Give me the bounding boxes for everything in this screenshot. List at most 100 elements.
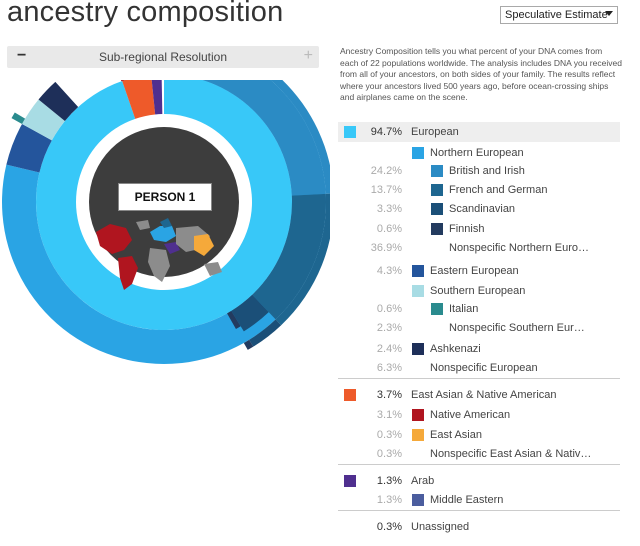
map-middle-east <box>164 242 180 254</box>
donut-rings <box>2 80 330 364</box>
ancestry-row[interactable]: 1.3% Arab <box>338 471 620 491</box>
ancestry-name: Middle Eastern <box>430 494 504 506</box>
color-swatch <box>344 389 356 401</box>
donut-slice[interactable] <box>243 339 254 350</box>
color-swatch <box>412 285 424 297</box>
ancestry-name: Native American <box>430 409 511 421</box>
ancestry-percent: 0.3% <box>376 429 402 441</box>
ancestry-percent: 4.3% <box>376 265 402 277</box>
donut-slice[interactable] <box>151 80 163 115</box>
ancestry-name: French and German <box>449 184 548 196</box>
map-africa <box>148 248 170 282</box>
donut-slice[interactable] <box>164 80 330 194</box>
ancestry-row[interactable]: 2.3% Nonspecific Southern Eur… <box>338 318 620 338</box>
ancestry-row[interactable]: 4.3% Eastern European <box>338 261 620 281</box>
ancestry-row[interactable]: 0.6% Finnish <box>338 219 620 239</box>
ancestry-row[interactable]: Southern European <box>338 281 620 301</box>
ancestry-row[interactable]: 3.3% Scandinavian <box>338 199 620 219</box>
color-swatch <box>431 165 443 177</box>
section-divider <box>338 464 620 465</box>
ancestry-row[interactable]: 1.3% Middle Eastern <box>338 490 620 510</box>
ancestry-name: Finnish <box>449 223 485 235</box>
ancestry-row[interactable]: 2.4% Ashkenazi <box>338 339 620 359</box>
ancestry-percent: 2.3% <box>376 322 402 334</box>
description-text: Ancestry Composition tells you what perc… <box>340 46 622 103</box>
ancestry-name: Arab <box>411 475 435 487</box>
ancestry-percent: 3.3% <box>376 203 402 215</box>
map-north-america <box>96 224 132 254</box>
resolution-label: Sub-regional Resolution <box>98 50 228 64</box>
ancestry-name: Nonspecific European <box>430 362 538 374</box>
donut-slice[interactable] <box>164 80 326 196</box>
ancestry-name: Nonspecific East Asian & Nativ… <box>430 448 592 460</box>
donut-slice[interactable] <box>22 99 65 141</box>
donut-slice[interactable] <box>231 294 269 332</box>
donut-slice[interactable] <box>38 81 79 122</box>
selected-row-highlight <box>338 122 620 142</box>
ancestry-name: East Asian & Native American <box>411 389 557 401</box>
ancestry-row[interactable]: 0.3% Unassigned <box>338 517 620 537</box>
ancestry-name: Italian <box>449 303 479 315</box>
color-swatch <box>412 147 424 159</box>
donut-slice[interactable] <box>252 193 326 320</box>
ancestry-row[interactable]: 0.3% East Asian <box>338 425 620 445</box>
ancestry-row[interactable]: 3.7% East Asian & Native American <box>338 385 620 405</box>
color-swatch <box>344 475 356 487</box>
ancestry-name: Eastern European <box>430 265 519 277</box>
donut-slice[interactable] <box>117 80 146 82</box>
map-australia <box>204 262 222 276</box>
ancestry-name: Unassigned <box>411 521 470 533</box>
ancestry-row[interactable]: 3.1% Native American <box>338 405 620 425</box>
donut-slice[interactable] <box>6 123 52 173</box>
ancestry-row[interactable]: 0.6% Italian <box>338 299 620 319</box>
donut-slice[interactable] <box>227 310 241 330</box>
ancestry-percent: 36.9% <box>370 242 402 254</box>
ancestry-name: Scandinavian <box>449 203 516 215</box>
color-swatch <box>431 203 443 215</box>
estimate-select[interactable]: Speculative Estimate <box>500 6 618 24</box>
ancestry-row[interactable]: 36.9% Nonspecific Northern Euro… <box>338 238 620 258</box>
ancestry-row[interactable]: 13.7% French and German <box>338 180 620 200</box>
ancestry-name: Northern European <box>430 147 524 159</box>
ancestry-name: Southern European <box>430 285 526 297</box>
donut-slice[interactable] <box>11 112 26 124</box>
color-swatch <box>412 494 424 506</box>
ancestry-percent: 24.2% <box>370 165 402 177</box>
ancestry-percent: 3.1% <box>376 409 402 421</box>
world-map <box>96 218 222 290</box>
map-east-asia <box>194 234 214 256</box>
ancestry-name: Nonspecific Northern Euro… <box>449 242 590 254</box>
section-divider <box>338 510 620 511</box>
ancestry-percent: 1.3% <box>376 475 402 487</box>
color-swatch <box>431 223 443 235</box>
color-swatch <box>412 429 424 441</box>
minus-icon[interactable]: − <box>17 47 27 64</box>
ancestry-name: European <box>411 126 459 138</box>
ancestry-row[interactable]: 94.7% European <box>338 122 620 142</box>
donut-slice[interactable] <box>36 80 292 330</box>
ancestry-percent: 2.4% <box>376 343 402 355</box>
donut-slice[interactable] <box>249 319 282 347</box>
plus-icon[interactable]: + <box>303 47 313 64</box>
estimate-select-value: Speculative Estimate <box>505 9 608 21</box>
ancestry-row[interactable]: Northern European <box>338 143 620 163</box>
map-scandinavia <box>160 218 172 228</box>
ancestry-row[interactable]: 24.2% British and Irish <box>338 161 620 181</box>
ancestry-percent: 94.7% <box>370 126 402 138</box>
ancestry-row[interactable]: 0.3% Nonspecific East Asian & Nativ… <box>338 444 620 464</box>
person-label: PERSON 1 <box>118 183 212 211</box>
ancestry-donut-chart <box>2 80 330 364</box>
donut-slice[interactable] <box>122 80 156 119</box>
ancestry-percent: 6.3% <box>376 362 402 374</box>
map-europe <box>150 226 176 242</box>
ancestry-name: Ashkenazi <box>430 343 481 355</box>
ancestry-percent: 0.6% <box>376 303 402 315</box>
ancestry-percent: 13.7% <box>370 184 402 196</box>
color-swatch <box>431 184 443 196</box>
ancestry-row[interactable]: 6.3% Nonspecific European <box>338 358 620 378</box>
ancestry-percent: 0.6% <box>376 223 402 235</box>
map-south-america <box>118 256 138 290</box>
donut-slice[interactable] <box>275 193 330 326</box>
ancestry-percent: 3.7% <box>376 389 402 401</box>
ancestry-name: East Asian <box>430 429 482 441</box>
